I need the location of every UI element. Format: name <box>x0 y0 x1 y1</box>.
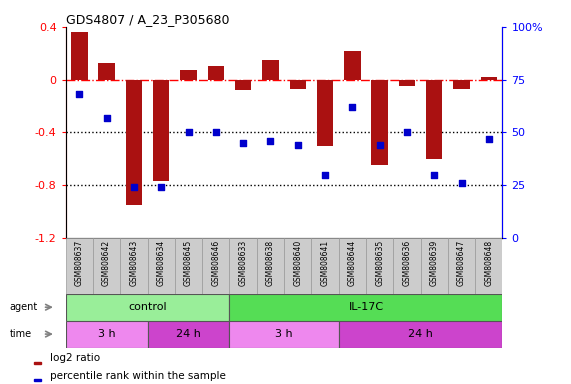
Bar <box>34 362 41 364</box>
Bar <box>147 321 230 348</box>
Bar <box>235 80 251 90</box>
Bar <box>202 238 230 294</box>
Point <box>484 136 493 142</box>
Bar <box>399 80 415 86</box>
Text: GSM808635: GSM808635 <box>375 240 384 286</box>
Bar <box>393 238 421 294</box>
Bar <box>230 321 339 348</box>
Text: GSM808644: GSM808644 <box>348 240 357 286</box>
Point <box>130 184 139 190</box>
Bar <box>344 51 360 80</box>
Bar <box>311 238 339 294</box>
Bar <box>421 238 448 294</box>
Text: percentile rank within the sample: percentile rank within the sample <box>50 371 226 381</box>
Text: agent: agent <box>10 302 38 312</box>
Text: GSM808636: GSM808636 <box>403 240 412 286</box>
Bar <box>317 80 333 146</box>
Text: 3 h: 3 h <box>275 329 293 339</box>
Text: GDS4807 / A_23_P305680: GDS4807 / A_23_P305680 <box>66 13 229 26</box>
Point <box>156 184 166 190</box>
Point <box>211 129 220 136</box>
Point <box>75 91 84 98</box>
Point <box>102 114 111 121</box>
Bar <box>71 32 87 80</box>
Text: GSM808645: GSM808645 <box>184 240 193 286</box>
Bar <box>175 238 202 294</box>
Bar <box>481 77 497 80</box>
Point <box>239 140 248 146</box>
Text: GSM808637: GSM808637 <box>75 240 84 286</box>
Point <box>375 142 384 148</box>
Text: GSM808648: GSM808648 <box>484 240 493 286</box>
Bar <box>257 238 284 294</box>
Bar <box>180 70 196 80</box>
Bar <box>289 80 306 89</box>
Bar <box>339 238 366 294</box>
Bar <box>366 238 393 294</box>
Bar <box>153 80 170 181</box>
Bar <box>453 80 470 89</box>
Text: control: control <box>128 302 167 312</box>
Bar <box>284 238 311 294</box>
Text: time: time <box>10 329 32 339</box>
Bar <box>371 80 388 166</box>
Bar <box>230 238 257 294</box>
Bar <box>339 321 502 348</box>
Text: GSM808640: GSM808640 <box>293 240 302 286</box>
Point <box>429 172 439 178</box>
Point <box>184 129 193 136</box>
Bar <box>66 294 230 321</box>
Bar <box>147 238 175 294</box>
Point <box>293 142 302 148</box>
Text: GSM808641: GSM808641 <box>320 240 329 286</box>
Bar <box>262 60 279 80</box>
Text: log2 ratio: log2 ratio <box>50 353 100 364</box>
Text: GSM808639: GSM808639 <box>430 240 439 286</box>
Bar <box>426 80 443 159</box>
Point <box>457 180 466 186</box>
Text: GSM808646: GSM808646 <box>211 240 220 286</box>
Point <box>266 138 275 144</box>
Bar <box>448 238 475 294</box>
Point <box>348 104 357 110</box>
Bar <box>230 294 502 321</box>
Bar <box>126 80 142 205</box>
Bar <box>475 238 502 294</box>
Text: GSM808643: GSM808643 <box>130 240 138 286</box>
Text: 24 h: 24 h <box>408 329 433 339</box>
Text: GSM808642: GSM808642 <box>102 240 111 286</box>
Bar <box>93 238 120 294</box>
Text: GSM808634: GSM808634 <box>156 240 166 286</box>
Point <box>403 129 412 136</box>
Bar <box>208 66 224 80</box>
Bar <box>98 63 115 80</box>
Text: GSM808638: GSM808638 <box>266 240 275 286</box>
Bar <box>66 321 147 348</box>
Text: GSM808633: GSM808633 <box>239 240 248 286</box>
Bar <box>66 238 93 294</box>
Text: IL-17C: IL-17C <box>348 302 384 312</box>
Point <box>320 172 329 178</box>
Text: GSM808647: GSM808647 <box>457 240 466 286</box>
Text: 3 h: 3 h <box>98 329 115 339</box>
Bar <box>120 238 147 294</box>
Bar <box>34 379 41 381</box>
Text: 24 h: 24 h <box>176 329 201 339</box>
